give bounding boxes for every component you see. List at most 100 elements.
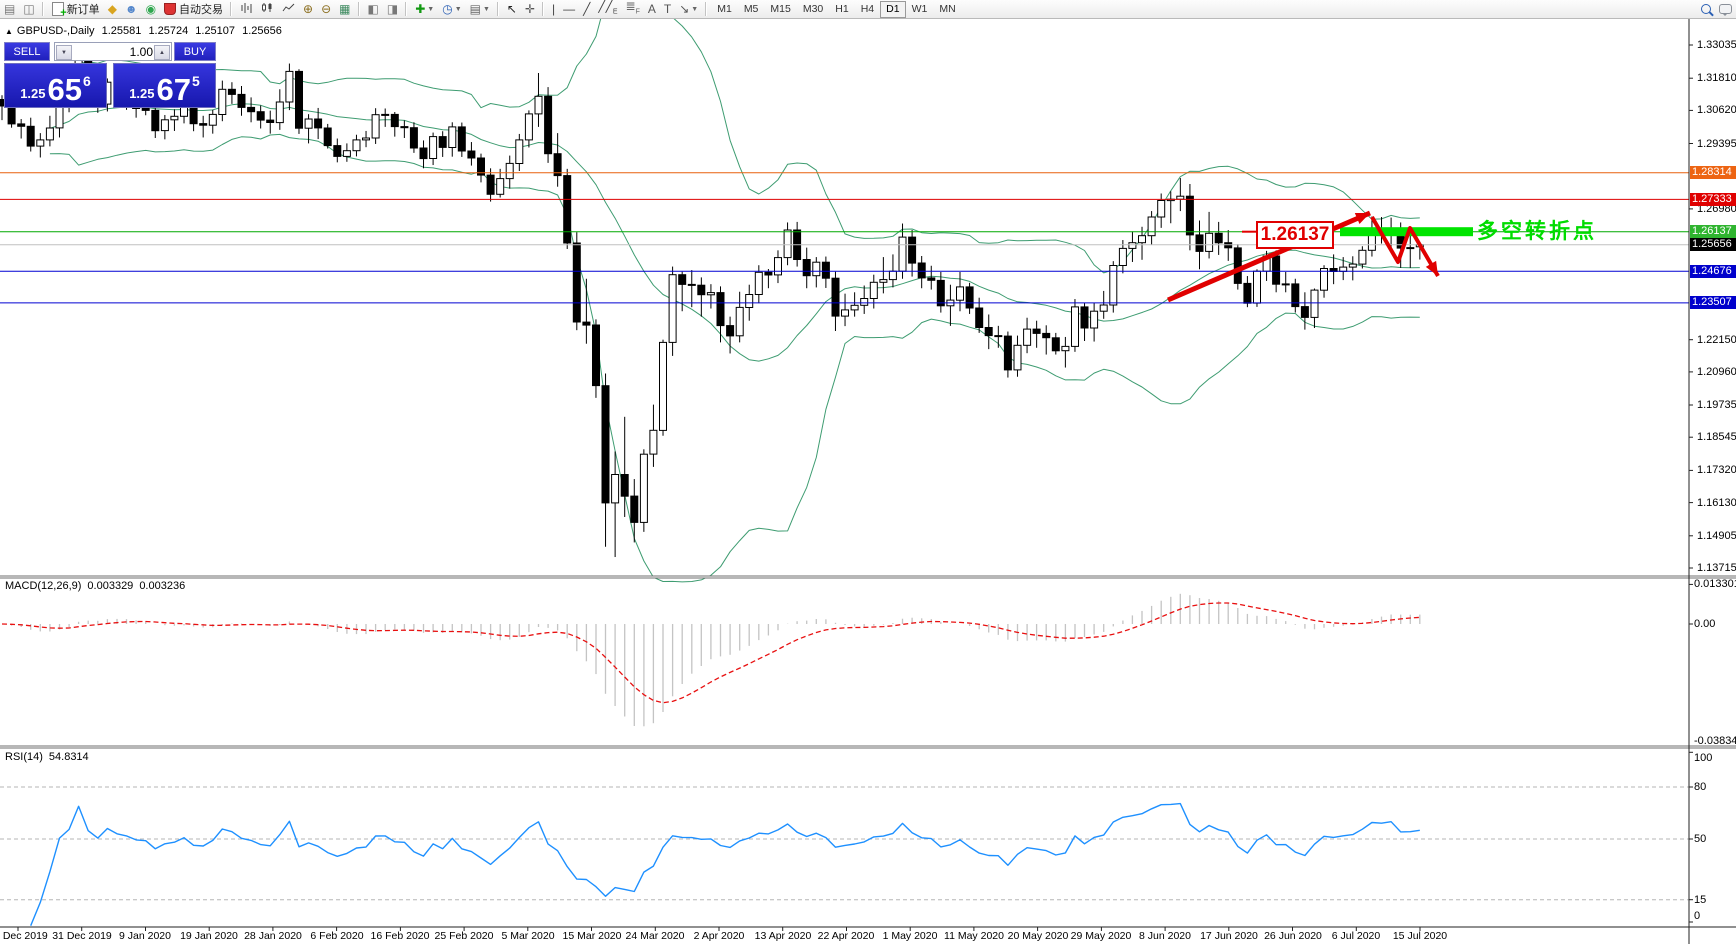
arrows-tool-dropdown-icon[interactable]: ▼	[691, 5, 699, 13]
zoom-in-button[interactable]: ⊕	[299, 1, 317, 17]
crosshair-tool-button[interactable]: ✛	[521, 1, 539, 17]
signals-button[interactable]: ◉	[142, 1, 160, 17]
zoom-out-button[interactable]: ⊖	[317, 1, 335, 17]
timeframe-m15[interactable]: M15	[770, 3, 791, 15]
timeframe-m1[interactable]: M1	[717, 3, 732, 15]
date-axis-label[interactable]: 5 Mar 2020	[501, 930, 555, 942]
date-axis-label[interactable]: 22 Apr 2020	[817, 930, 875, 942]
text-tool-button[interactable]: A	[644, 1, 660, 17]
new-order-button[interactable]: 新订单	[48, 1, 104, 19]
price-axis-label: 1.16130	[1697, 497, 1736, 509]
date-axis-label[interactable]: 28 Jan 2020	[244, 930, 302, 942]
horizontal-level-lines[interactable]	[0, 172, 1689, 304]
trendline-tool-button[interactable]: ╱	[579, 1, 594, 17]
level-price-badge[interactable]: 1.26137	[1690, 225, 1736, 238]
vertical-line-tool-button[interactable]: |	[548, 1, 559, 17]
price-flag-annotation[interactable]: 1.26137	[1256, 221, 1334, 249]
timeframe-m5[interactable]: M5	[743, 3, 759, 15]
candlestick-chart-button[interactable]	[257, 1, 278, 17]
date-axis-label[interactable]: 15 Mar 2020	[562, 930, 622, 942]
chat-button[interactable]	[1715, 1, 1736, 17]
fibonacci-tool-button[interactable]: ≣F	[622, 0, 644, 17]
data-window-button[interactable]: ◧	[364, 1, 383, 17]
template-menu-dropdown-icon[interactable]: ▼	[482, 5, 490, 13]
timeframe-d1[interactable]: D1	[880, 0, 906, 18]
date-axis-label[interactable]: 25 Feb 2020	[434, 930, 494, 942]
timeframe-w1[interactable]: W1	[911, 3, 928, 15]
level-price-badge[interactable]: 1.27333	[1690, 193, 1736, 206]
date-axis-label[interactable]: 19 Jan 2020	[180, 930, 238, 942]
auto-trading-button[interactable]: 自动交易	[160, 1, 227, 17]
period-menu-dropdown-icon[interactable]: ▼	[454, 5, 462, 13]
level-price-badge[interactable]: 1.24676	[1690, 265, 1736, 278]
metaeditor-button[interactable]: ◆	[104, 1, 121, 17]
buy-button[interactable]: BUY	[174, 42, 216, 61]
date-axis-label[interactable]: 6 Jul 2020	[1331, 930, 1381, 942]
collapse-icon[interactable]: ▲	[5, 27, 13, 36]
timeframe-mn[interactable]: MN	[939, 3, 956, 15]
date-axis-label[interactable]: 1 May 2020	[882, 930, 938, 942]
period-menu-button[interactable]: ◷ ▼	[438, 1, 465, 17]
zigzag-down-arrow[interactable]	[1370, 215, 1440, 278]
charts-panel-button[interactable]: ▤	[0, 1, 19, 17]
tile-windows-button[interactable]: ▦	[335, 1, 354, 17]
date-axis-label[interactable]: 9 Jan 2020	[119, 930, 171, 942]
date-axis-label[interactable]: 2 Apr 2020	[693, 930, 745, 942]
date-axis-label[interactable]: 24 Mar 2020	[625, 930, 685, 942]
symbol-info-bar[interactable]: ▲ GBPUSD-,Daily 1.25581 1.25724 1.25107 1…	[5, 25, 286, 37]
chart-profile-window-button[interactable]: ◫	[19, 1, 38, 17]
date-axis-label[interactable]: 20 May 2020	[1007, 930, 1069, 942]
line-chart-button[interactable]	[278, 1, 299, 17]
date-axis-label[interactable]: 13 Apr 2020	[754, 930, 812, 942]
line-chart-icon	[282, 1, 295, 17]
mql5-community-icon: ☻	[124, 2, 138, 16]
timeframe-h1[interactable]: H1	[835, 3, 849, 15]
price-axis-label: 1.33035	[1697, 39, 1736, 51]
date-axis-label[interactable]: 26 Jun 2020	[1264, 930, 1322, 942]
sell-button[interactable]: SELL	[4, 42, 50, 61]
date-axis-label[interactable]: 29 May 2020	[1070, 930, 1132, 942]
add-indicator-button[interactable]: ✚ ▼	[411, 1, 438, 17]
horizontal-line-tool-button[interactable]: ―	[559, 1, 579, 17]
arrows-tool-button[interactable]: ↘ ▼	[675, 1, 702, 17]
volume-decrease-button[interactable]: ▼	[56, 45, 72, 60]
macd-value-signal: 0.003236	[139, 580, 186, 592]
bar-chart-button[interactable]	[236, 1, 257, 17]
equidistant-channel-tool-button[interactable]: ╱╱E	[594, 0, 621, 17]
bollinger-lower	[49, 133, 1420, 583]
date-axis-label[interactable]: 22 Dec 2019	[0, 930, 48, 942]
macd-histogram	[10, 593, 1421, 727]
timeframe-h4[interactable]: H4	[860, 3, 875, 15]
template-menu-button[interactable]: ▤ ▼	[466, 1, 494, 17]
volume-input[interactable]	[73, 44, 155, 60]
pivot-zone-bar[interactable]	[1340, 227, 1473, 237]
cursor-tool-button[interactable]: ↖	[503, 1, 521, 17]
impulse-up-arrow[interactable]	[1167, 210, 1371, 303]
date-axis-label[interactable]: 31 Dec 2019	[52, 930, 112, 942]
date-axis-label[interactable]: 17 Jun 2020	[1200, 930, 1258, 942]
volume-increase-button[interactable]: ▲	[154, 45, 170, 60]
macd-axis-max-label: 0.013301	[1694, 578, 1736, 590]
add-indicator-dropdown-icon[interactable]: ▼	[427, 5, 435, 13]
level-price-badge[interactable]: 1.23507	[1690, 296, 1736, 309]
level-price-badge[interactable]: 1.28314	[1690, 166, 1736, 179]
timeframe-m30[interactable]: M30	[802, 3, 824, 15]
bid-line-price-badge[interactable]: 1.25656	[1690, 238, 1736, 251]
rsi-axis-label: 0	[1694, 910, 1701, 922]
sell-price-panel[interactable]: 1.25 65 6	[4, 63, 107, 108]
candlestick-chart-icon	[261, 1, 274, 17]
navigator-window-button[interactable]: ◨	[383, 1, 402, 17]
search-button[interactable]	[1697, 1, 1715, 17]
date-axis-label[interactable]: 11 May 2020	[944, 930, 1004, 942]
mql5-community-button[interactable]: ☻	[121, 1, 142, 17]
text-label-tool-button[interactable]: T	[660, 1, 675, 17]
date-axis-label[interactable]: 16 Feb 2020	[370, 930, 430, 942]
price-axis-label: 1.29395	[1697, 138, 1736, 150]
date-axis-label[interactable]: 8 Jun 2020	[1139, 930, 1191, 942]
date-axis-label[interactable]: 6 Feb 2020	[310, 930, 364, 942]
macd-axis-zero-label: 0.00	[1694, 618, 1716, 630]
buy-price-panel[interactable]: 1.25 67 5	[113, 63, 216, 108]
date-axis-label[interactable]: 15 Jul 2020	[1392, 930, 1448, 942]
rsi-axis-label: 15	[1694, 894, 1707, 906]
